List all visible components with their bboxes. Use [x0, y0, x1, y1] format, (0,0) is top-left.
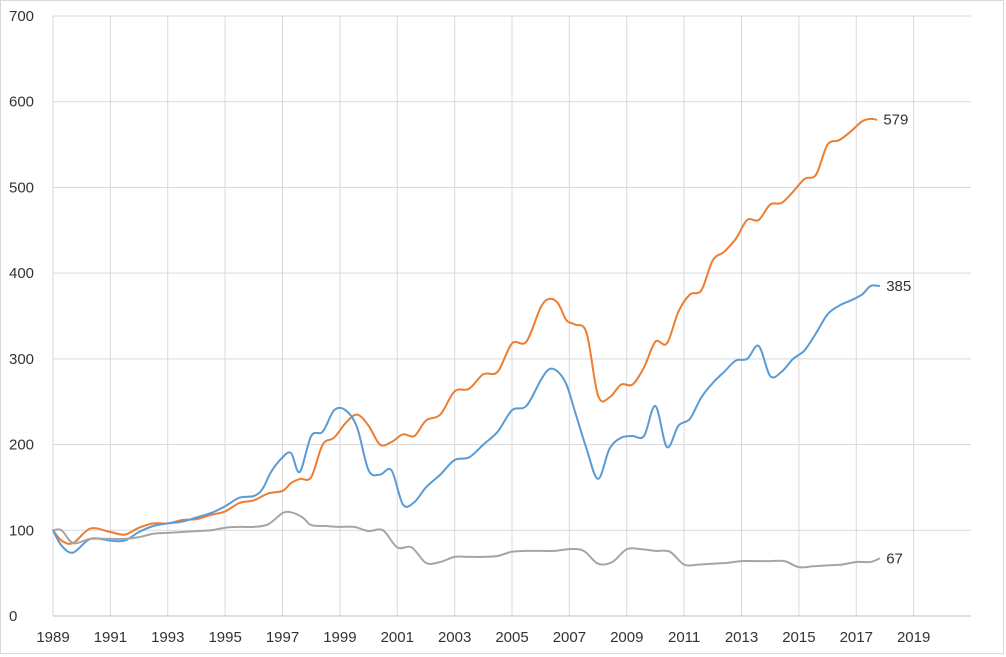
- y-tick-label: 100: [9, 522, 34, 539]
- x-tick-label: 1991: [94, 629, 127, 646]
- x-tick-label: 2003: [438, 629, 471, 646]
- x-tick-label: 2019: [897, 629, 930, 646]
- x-tick-label: 1993: [151, 629, 184, 646]
- x-tick-label: 2013: [725, 629, 758, 646]
- x-tick-label: 2001: [381, 629, 414, 646]
- x-tick-label: 2007: [553, 629, 586, 646]
- y-axis-tick-labels: 0 100 200 300 400 500 600 700: [9, 8, 34, 625]
- series-end-label-2: 385: [886, 278, 911, 295]
- series-line-2: [52, 284, 881, 554]
- x-tick-label: 2015: [782, 629, 815, 646]
- x-tick-label: 1997: [266, 629, 299, 646]
- series-line-3: [52, 510, 881, 569]
- x-tick-label: 2017: [840, 629, 873, 646]
- x-tick-label: 1999: [323, 629, 356, 646]
- x-axis-tick-labels: 1989 1991 1993 1995 1997 1999 2001 2003 2005 2007…: [36, 629, 930, 646]
- series-lines: [52, 117, 881, 569]
- x-tick-label: 1989: [36, 629, 69, 646]
- series-line-1: [52, 117, 878, 545]
- y-tick-label: 700: [9, 8, 34, 25]
- y-tick-label: 600: [9, 94, 34, 111]
- series-end-label-3: 67: [886, 551, 903, 568]
- x-tick-label: 2011: [668, 629, 700, 646]
- y-tick-label: 400: [9, 265, 34, 282]
- y-tick-label: 0: [9, 608, 17, 625]
- y-tick-label: 300: [9, 351, 34, 368]
- y-tick-label: 200: [9, 437, 34, 454]
- series-end-labels: 579 385 67: [883, 112, 911, 568]
- x-tick-label: 2005: [495, 629, 528, 646]
- x-tick-label: 2009: [610, 629, 643, 646]
- series-end-label-1: 579: [883, 112, 908, 129]
- gridlines: [52, 15, 971, 616]
- x-tick-label: 1995: [208, 629, 241, 646]
- y-tick-label: 500: [9, 179, 34, 196]
